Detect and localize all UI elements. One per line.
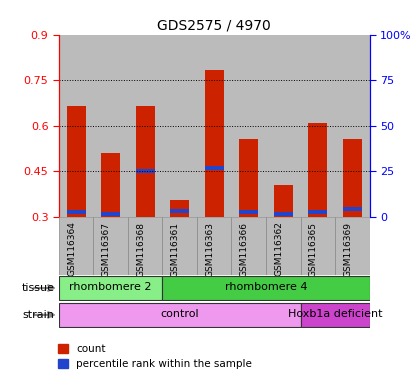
Bar bbox=[163, 35, 197, 217]
Bar bbox=[128, 35, 163, 217]
Text: GSM116361: GSM116361 bbox=[171, 222, 180, 276]
FancyBboxPatch shape bbox=[301, 303, 370, 327]
Text: GSM116362: GSM116362 bbox=[274, 222, 283, 276]
Bar bbox=[274, 185, 293, 217]
Bar bbox=[231, 35, 266, 217]
Bar bbox=[59, 35, 93, 217]
FancyBboxPatch shape bbox=[163, 276, 370, 300]
Text: GSM116363: GSM116363 bbox=[205, 222, 214, 276]
FancyBboxPatch shape bbox=[59, 276, 163, 300]
FancyBboxPatch shape bbox=[231, 217, 266, 275]
FancyBboxPatch shape bbox=[59, 303, 301, 327]
Bar bbox=[197, 35, 231, 217]
FancyBboxPatch shape bbox=[335, 217, 370, 275]
Bar bbox=[335, 35, 370, 217]
FancyBboxPatch shape bbox=[59, 217, 93, 275]
Bar bbox=[266, 35, 301, 217]
Bar bbox=[343, 139, 362, 217]
FancyBboxPatch shape bbox=[301, 217, 335, 275]
Bar bbox=[239, 139, 258, 217]
Text: GSM116368: GSM116368 bbox=[136, 222, 145, 276]
Text: strain: strain bbox=[23, 310, 55, 320]
Bar bbox=[239, 210, 258, 214]
Bar bbox=[170, 200, 189, 217]
Bar bbox=[205, 70, 224, 217]
FancyBboxPatch shape bbox=[266, 217, 301, 275]
Text: rhombomere 4: rhombomere 4 bbox=[225, 283, 307, 293]
Text: rhombomere 2: rhombomere 2 bbox=[69, 283, 152, 293]
Bar bbox=[66, 210, 86, 214]
Bar bbox=[205, 166, 224, 170]
Text: GSM116365: GSM116365 bbox=[309, 222, 318, 276]
Text: tissue: tissue bbox=[21, 283, 55, 293]
Bar bbox=[308, 210, 327, 214]
FancyBboxPatch shape bbox=[93, 217, 128, 275]
Text: control: control bbox=[160, 310, 199, 319]
Bar bbox=[136, 169, 155, 173]
Title: GDS2575 / 4970: GDS2575 / 4970 bbox=[158, 18, 271, 32]
Text: GSM116369: GSM116369 bbox=[343, 222, 352, 276]
Bar bbox=[308, 123, 327, 217]
Bar bbox=[101, 153, 120, 217]
Text: GSM116364: GSM116364 bbox=[67, 222, 76, 276]
Bar bbox=[136, 106, 155, 217]
Text: GSM116366: GSM116366 bbox=[240, 222, 249, 276]
FancyBboxPatch shape bbox=[197, 217, 231, 275]
Legend: count, percentile rank within the sample: count, percentile rank within the sample bbox=[55, 342, 255, 371]
FancyBboxPatch shape bbox=[163, 217, 197, 275]
Bar bbox=[343, 207, 362, 211]
Bar bbox=[274, 212, 293, 216]
Bar bbox=[93, 35, 128, 217]
Text: Hoxb1a deficient: Hoxb1a deficient bbox=[288, 310, 382, 319]
Text: GSM116367: GSM116367 bbox=[102, 222, 110, 276]
FancyBboxPatch shape bbox=[128, 217, 163, 275]
Bar bbox=[301, 35, 335, 217]
Bar bbox=[170, 209, 189, 213]
Bar bbox=[101, 212, 120, 216]
Bar bbox=[66, 106, 86, 217]
